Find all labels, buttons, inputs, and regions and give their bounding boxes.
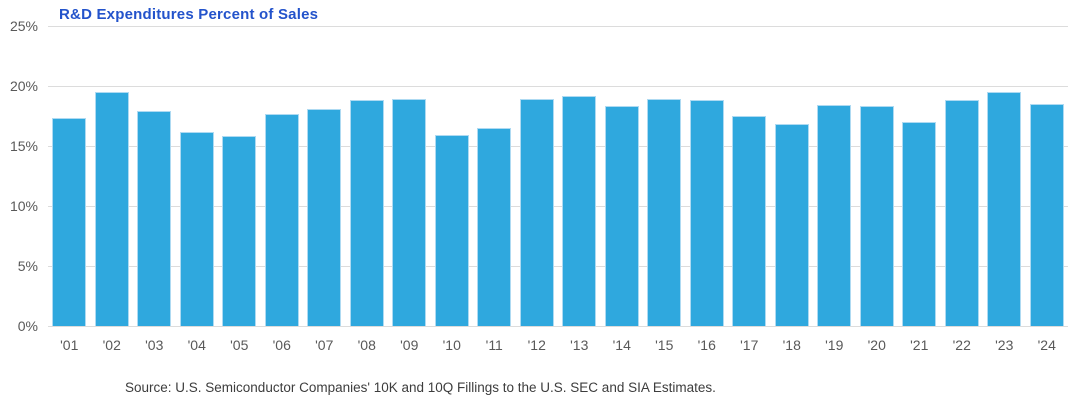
y-tick-label: 5% [17, 258, 38, 274]
x-tick-label: '06 [272, 337, 291, 353]
x-tick-label: '05 [230, 337, 249, 353]
bar [859, 106, 894, 326]
chart-title: R&D Expenditures Percent of Sales [59, 6, 319, 23]
gridline [48, 26, 1068, 27]
bar-slot [261, 26, 304, 326]
x-tick-label: '13 [570, 337, 589, 353]
x-tick-label: '12 [527, 337, 546, 353]
bar [222, 136, 257, 326]
x-tick-label: '14 [612, 337, 631, 353]
y-tick-label: 20% [9, 78, 38, 94]
x-tick-label: '10 [442, 337, 461, 353]
bar-slot [771, 26, 814, 326]
bar [349, 100, 384, 326]
bar [434, 135, 469, 326]
gridline [48, 206, 1068, 207]
y-tick-label: 10% [9, 198, 38, 214]
bar-slot [983, 26, 1026, 326]
bar [179, 131, 214, 326]
x-tick-label: '24 [1037, 337, 1056, 353]
bar-slot [516, 26, 559, 326]
bars-container [48, 26, 1068, 326]
bar [52, 118, 87, 326]
bar-slot [686, 26, 729, 326]
bar [944, 100, 979, 326]
bar-slot [1026, 26, 1069, 326]
x-tick-label: '23 [995, 337, 1014, 353]
x-tick-label: '01 [60, 337, 79, 353]
bar [477, 128, 512, 326]
bar-slot [346, 26, 389, 326]
gridline [48, 326, 1068, 327]
y-tick-label: 25% [9, 18, 38, 34]
bar-slot [303, 26, 346, 326]
x-tick-label: '16 [697, 337, 716, 353]
x-tick-label: '08 [357, 337, 376, 353]
bar-slot [643, 26, 686, 326]
x-tick-label: '19 [825, 337, 844, 353]
gridline [48, 266, 1068, 267]
bar [689, 100, 724, 326]
bar [137, 111, 172, 326]
bar-slot [473, 26, 516, 326]
y-tick-label: 0% [17, 318, 38, 334]
bar [647, 99, 682, 326]
x-tick-label: '18 [782, 337, 801, 353]
x-tick-label: '17 [740, 337, 759, 353]
bar-slot [856, 26, 899, 326]
x-tick-label: '20 [867, 337, 886, 353]
x-tick-label: '03 [145, 337, 164, 353]
bar [392, 99, 427, 326]
x-tick-label: '11 [485, 337, 503, 353]
bar-slot [48, 26, 91, 326]
x-axis-labels: '01 '02 '03 '04 '05 '06 '07 '08 '09 '10 '11 '12 '13 '… [48, 337, 1068, 353]
bar [604, 106, 639, 326]
gridline [48, 86, 1068, 87]
bar-slot [898, 26, 941, 326]
bar-slot [558, 26, 601, 326]
bar [94, 92, 129, 326]
x-tick-label: '15 [655, 337, 674, 353]
bar-slot [431, 26, 474, 326]
bar-slot [728, 26, 771, 326]
bar [307, 108, 342, 326]
bar [562, 95, 597, 326]
x-tick-label: '02 [102, 337, 121, 353]
bar [1029, 104, 1064, 326]
bar [902, 122, 937, 326]
bar-slot [388, 26, 431, 326]
source-note: Source: U.S. Semiconductor Companies' 10… [125, 380, 716, 395]
bar-slot [218, 26, 261, 326]
x-tick-label: '07 [315, 337, 334, 353]
x-tick-label: '09 [400, 337, 419, 353]
x-tick-label: '04 [187, 337, 206, 353]
bar-slot [133, 26, 176, 326]
bar [732, 116, 767, 326]
gridline [48, 146, 1068, 147]
bar [774, 124, 809, 326]
bar [264, 113, 299, 326]
x-tick-label: '21 [910, 337, 929, 353]
bar [817, 105, 852, 326]
plot-area [48, 26, 1068, 327]
y-tick-label: 15% [9, 138, 38, 154]
bar [519, 99, 554, 326]
bar [987, 92, 1022, 326]
x-tick-label: '22 [952, 337, 971, 353]
bar-slot [941, 26, 984, 326]
bar-slot [91, 26, 134, 326]
bar-slot [176, 26, 219, 326]
bar-slot [813, 26, 856, 326]
bar-slot [601, 26, 644, 326]
